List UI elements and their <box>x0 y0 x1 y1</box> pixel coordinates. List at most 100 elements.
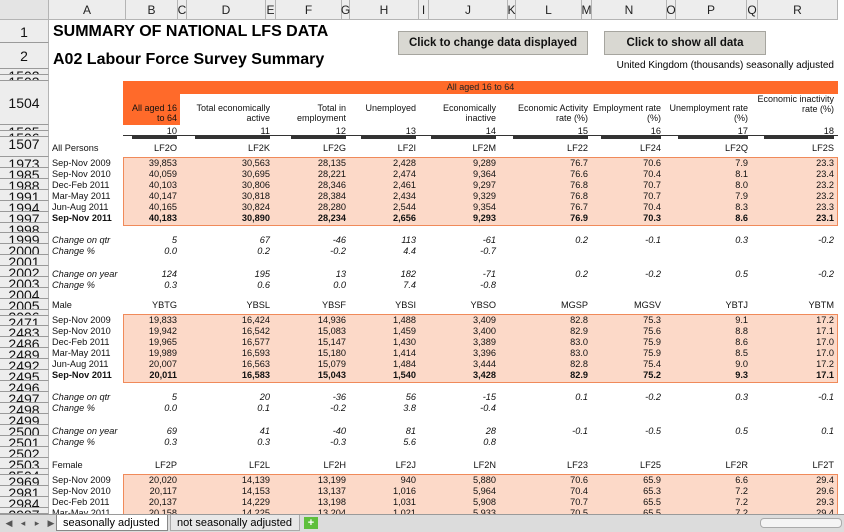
data-cell: 2,428 <box>393 158 416 168</box>
data-cell: 23.2 <box>816 180 834 190</box>
change-label: Change % <box>52 403 95 413</box>
next-sheet-icon[interactable]: ▸ <box>34 517 40 528</box>
row-period: Mar-May 2011 <box>52 508 111 514</box>
row-header[interactable]: 2002 <box>0 266 49 277</box>
data-cell: 8.8 <box>735 326 748 336</box>
row-header[interactable]: 2005 <box>0 299 49 310</box>
row-header[interactable]: 2486 <box>0 337 49 348</box>
add-sheet-icon[interactable]: + <box>304 517 318 529</box>
row-header[interactable]: 1998 <box>0 223 49 233</box>
tab-seasonally-adjusted[interactable]: seasonally adjusted <box>56 515 168 531</box>
column-header-e[interactable]: E <box>266 0 276 20</box>
row-header[interactable]: 2504 <box>0 469 49 475</box>
column-header-g[interactable]: G <box>341 0 350 20</box>
column-header-c[interactable]: C <box>178 0 187 20</box>
row-header[interactable]: 2497 <box>0 392 49 403</box>
column-header-i[interactable]: I <box>419 0 429 20</box>
change-label: Change on qtr <box>52 392 111 402</box>
horizontal-scrollbar[interactable] <box>760 518 842 528</box>
row-header[interactable]: 2004 <box>0 288 49 299</box>
change-cell: 0.2 <box>575 269 588 279</box>
column-header-l[interactable]: L <box>516 0 582 20</box>
row-header[interactable]: 2500 <box>0 425 49 436</box>
row-header[interactable]: 2984 <box>0 497 49 508</box>
column-header-a[interactable]: A <box>49 0 126 20</box>
data-cell: 1,031 <box>393 497 416 507</box>
header-rule-bar <box>431 136 496 139</box>
column-header-p[interactable]: P <box>676 0 747 20</box>
row-header[interactable]: 1999 <box>0 233 49 244</box>
row-header[interactable]: 1503 <box>0 75 49 81</box>
column-header-o[interactable]: O <box>666 0 676 20</box>
row-header[interactable]: 2492 <box>0 359 49 370</box>
column-title: Total economically active <box>196 103 270 123</box>
series-code: LF2M <box>472 143 497 153</box>
row-header[interactable]: 2498 <box>0 403 49 414</box>
data-cell: 76.8 <box>570 180 588 190</box>
data-cell: 23.4 <box>816 169 834 179</box>
row-header[interactable]: 2 <box>0 43 49 69</box>
data-cell: 40,103 <box>148 180 177 190</box>
column-title: Total in employment <box>296 103 346 123</box>
row-header[interactable]: 2000 <box>0 244 49 255</box>
column-header-k[interactable]: K <box>508 0 516 20</box>
data-cell: 7.2 <box>735 497 748 507</box>
column-header-h[interactable]: H <box>350 0 419 20</box>
row-header[interactable]: 1507 <box>0 137 49 157</box>
row-header[interactable]: 1985 <box>0 168 49 179</box>
header-rule-bar <box>195 136 270 139</box>
row-header[interactable]: 1502 <box>0 69 49 75</box>
row-header[interactable]: 2489 <box>0 348 49 359</box>
column-header-f[interactable]: F <box>276 0 342 20</box>
select-all-corner[interactable] <box>0 0 49 20</box>
row-header[interactable]: 2502 <box>0 447 49 458</box>
change-cell: -0.1 <box>572 426 588 436</box>
data-cell: 19,965 <box>148 337 177 347</box>
row-header[interactable]: 1 <box>0 20 49 43</box>
data-cell: 3,428 <box>473 370 496 380</box>
row-header[interactable]: 2003 <box>0 277 49 288</box>
series-code: YBSO <box>470 300 496 310</box>
column-header-j[interactable]: J <box>429 0 508 20</box>
change-cell: -46 <box>332 235 346 245</box>
row-header[interactable]: 1506 <box>0 131 49 137</box>
row-header[interactable]: 2495 <box>0 370 49 381</box>
data-cell: 75.9 <box>643 337 661 347</box>
row-header[interactable]: 1994 <box>0 201 49 212</box>
data-cell: 65.3 <box>643 486 661 496</box>
column-header-q[interactable]: Q <box>747 0 758 20</box>
row-header[interactable]: 1991 <box>0 190 49 201</box>
change-data-button[interactable]: Click to change data displayed <box>398 31 588 55</box>
row-header[interactable]: 1504 <box>0 81 49 125</box>
row-header[interactable]: 1505 <box>0 125 49 131</box>
row-header[interactable]: 2981 <box>0 486 49 497</box>
change-cell: -36 <box>332 392 346 402</box>
row-header[interactable]: 2969 <box>0 475 49 486</box>
data-cell: 17.1 <box>816 370 834 380</box>
row-header[interactable]: 2503 <box>0 458 49 469</box>
data-cell: 9,329 <box>473 191 496 201</box>
column-header-r[interactable]: R <box>758 0 838 20</box>
row-header[interactable]: 2483 <box>0 326 49 337</box>
first-sheet-icon[interactable]: ◀ <box>5 517 13 528</box>
row-header[interactable]: 2471 <box>0 316 49 326</box>
tab-not-seasonally-adjusted[interactable]: not seasonally adjusted <box>170 515 300 531</box>
row-header[interactable]: 2499 <box>0 414 49 425</box>
show-all-data-button[interactable]: Click to show all data <box>604 31 766 55</box>
column-header-b[interactable]: B <box>126 0 178 20</box>
last-sheet-icon[interactable]: ▶ <box>47 517 55 528</box>
row-header[interactable]: 1997 <box>0 212 49 223</box>
column-header-d[interactable]: D <box>187 0 266 20</box>
column-header-m[interactable]: M <box>582 0 592 20</box>
prev-sheet-icon[interactable]: ◂ <box>20 517 26 528</box>
change-cell: -0.2 <box>645 392 661 402</box>
row-header[interactable]: 1988 <box>0 179 49 190</box>
row-header[interactable]: 2987 <box>0 508 49 514</box>
row-header[interactable]: 2006 <box>0 310 49 316</box>
row-header[interactable]: 2501 <box>0 436 49 447</box>
column-header-n[interactable]: N <box>592 0 667 20</box>
row-header[interactable]: 2001 <box>0 255 49 266</box>
row-header[interactable]: 2496 <box>0 381 49 392</box>
row-header[interactable]: 1973 <box>0 157 49 168</box>
data-cell: 65.5 <box>643 508 661 514</box>
